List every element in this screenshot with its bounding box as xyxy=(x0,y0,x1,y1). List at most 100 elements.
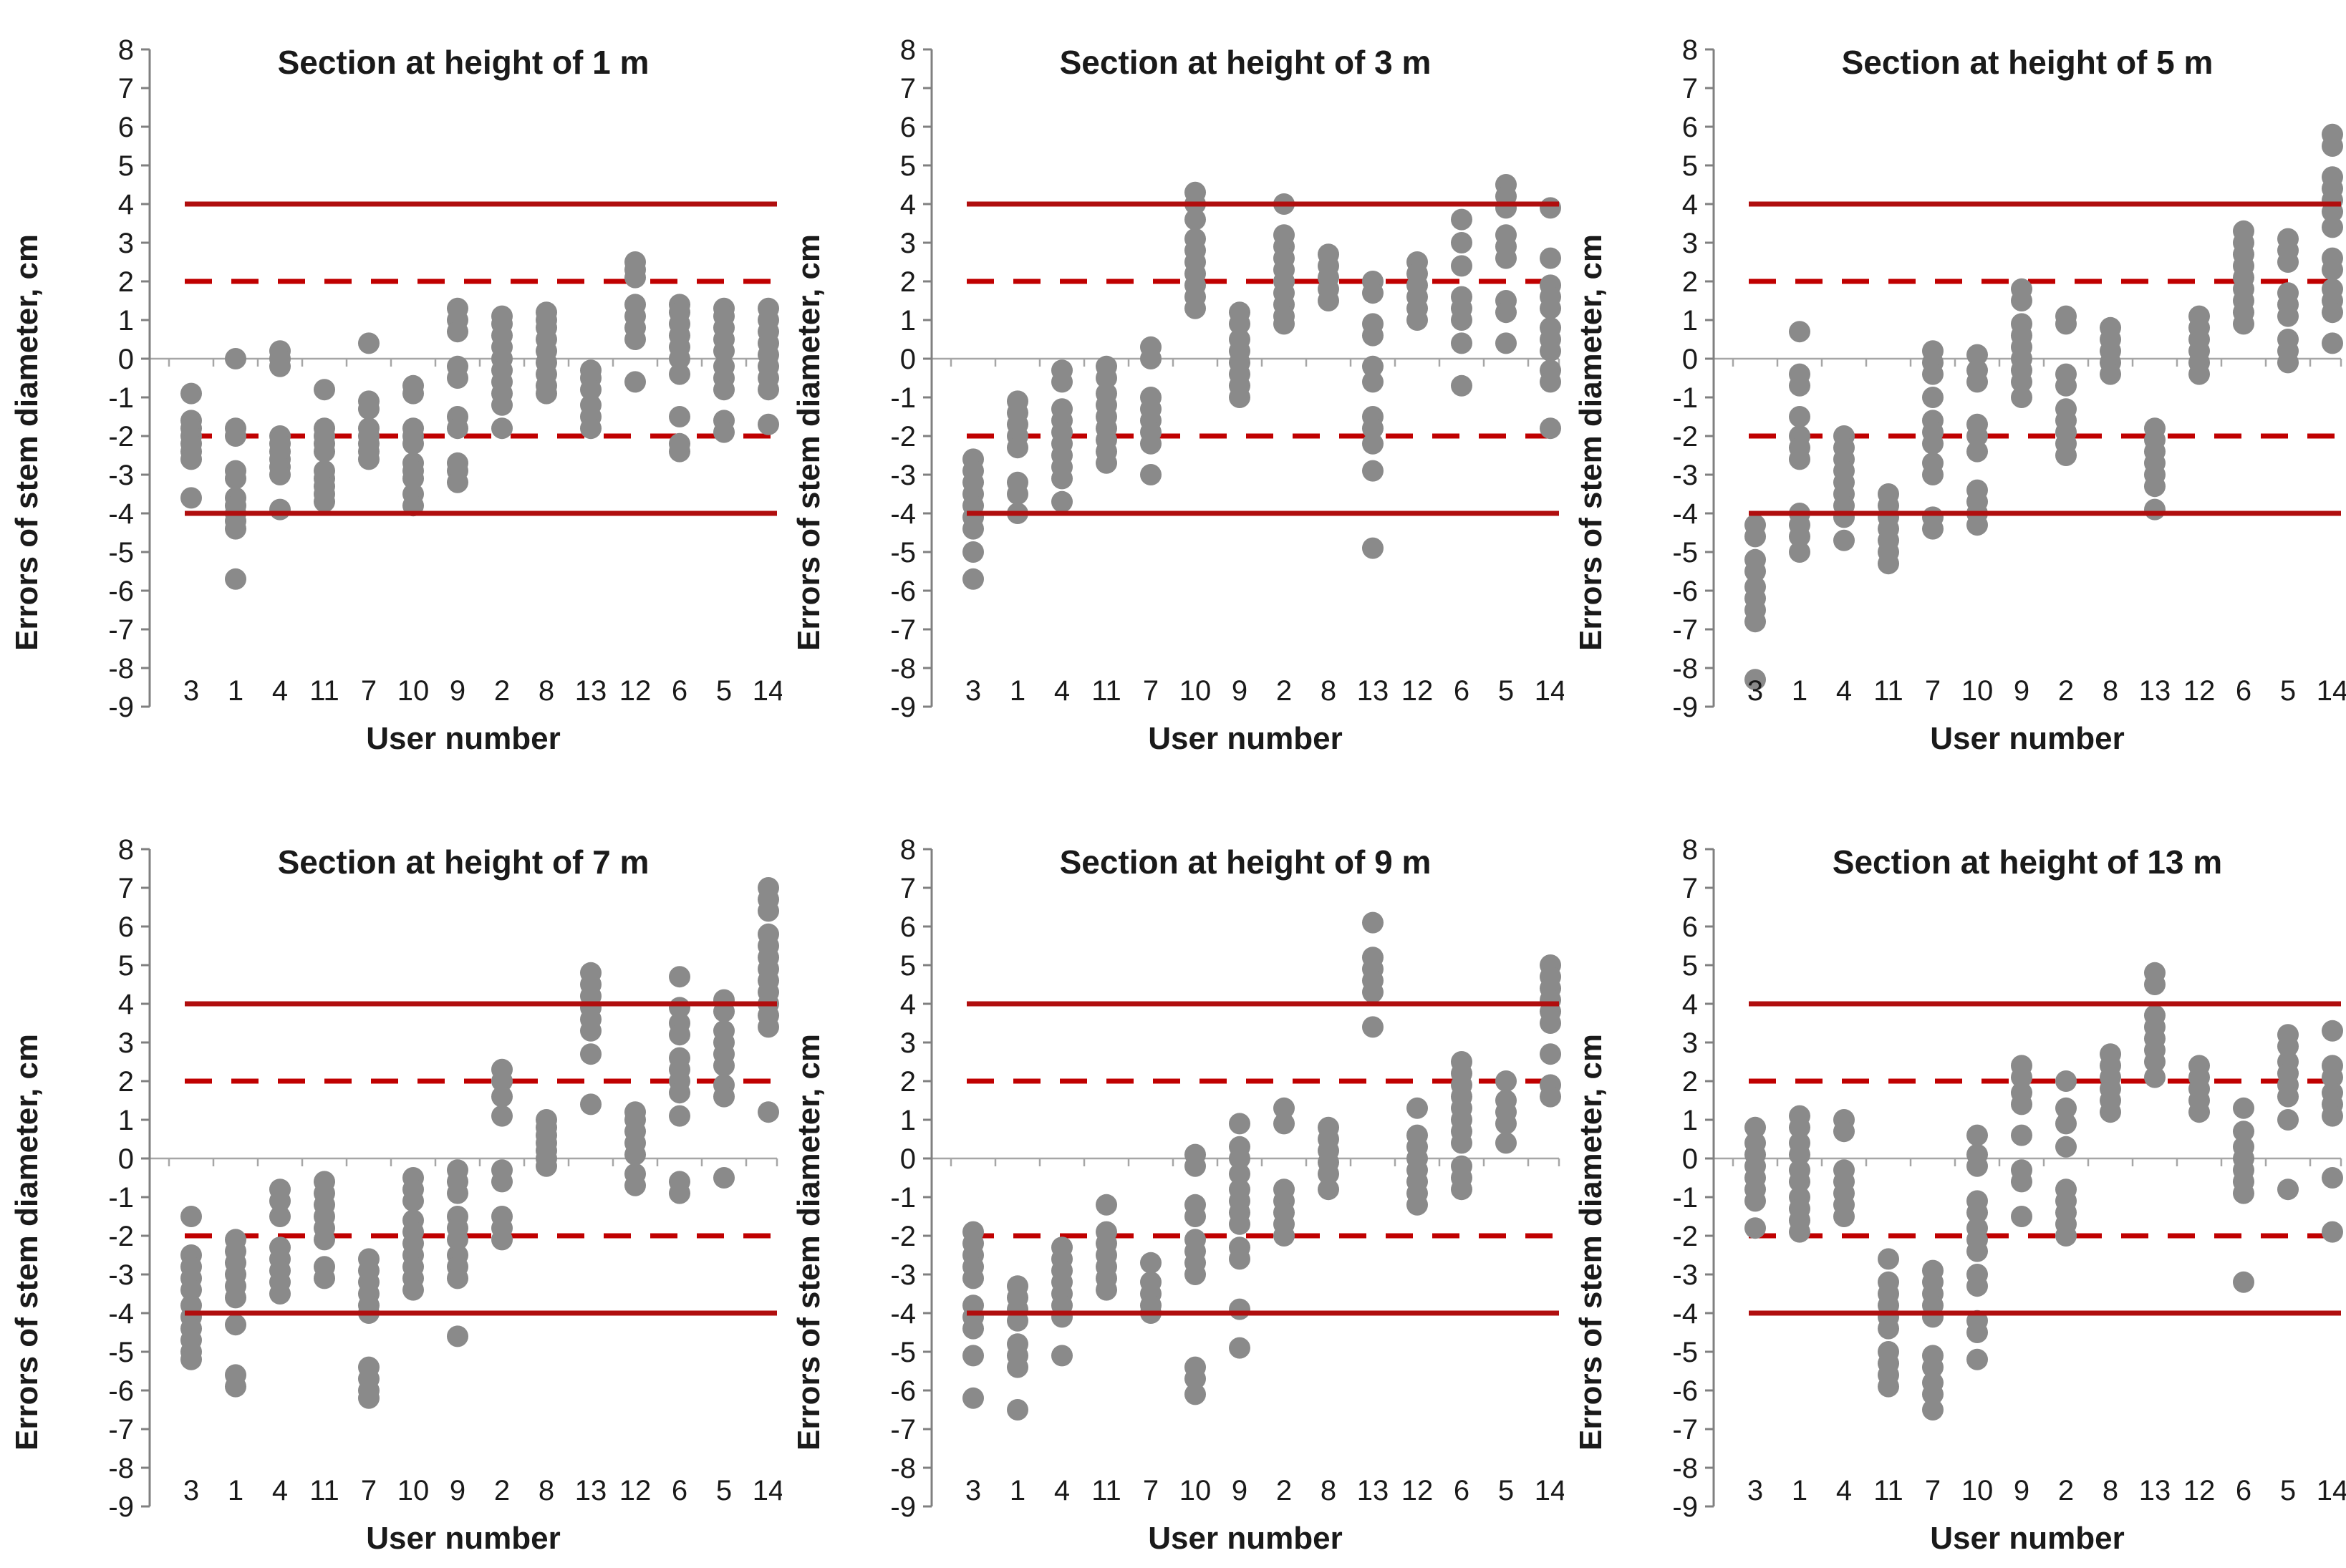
x-category-label: 12 xyxy=(2183,1475,2216,1506)
data-point xyxy=(2100,363,2121,385)
data-point xyxy=(2144,1051,2166,1073)
chart-section-9m: 8 7 6 5 4 3 2 1 0 -1 -2 -3 -4 -5 -6 -7 -8 -9 3 1 4 11 7 10 9 2 8 13… xyxy=(782,784,1566,1568)
data-point xyxy=(2233,1097,2254,1119)
y-tick-label: -9 xyxy=(108,1491,134,1523)
y-tick-label: -8 xyxy=(890,1453,916,1484)
y-tick-label: 1 xyxy=(900,1105,916,1136)
chart-title: Section at height of 3 m xyxy=(1060,44,1432,81)
data-point xyxy=(1007,1356,1028,1378)
data-point xyxy=(713,1085,735,1108)
data-point xyxy=(1229,1148,1250,1169)
x-category-label: 10 xyxy=(1179,675,1212,707)
data-point xyxy=(1318,290,1339,311)
x-category-label: 7 xyxy=(1925,1475,1941,1506)
data-point xyxy=(962,1317,984,1340)
x-category-label: 4 xyxy=(1054,1475,1070,1506)
x-category-label: 13 xyxy=(575,675,607,707)
x-category-label: 2 xyxy=(494,675,510,707)
data-point xyxy=(269,1283,291,1305)
data-point xyxy=(1140,432,1162,455)
y-tick-label: -6 xyxy=(1672,576,1698,607)
x-category-label: 12 xyxy=(619,675,652,707)
data-point xyxy=(1184,1368,1206,1390)
data-point xyxy=(2322,135,2343,157)
data-point xyxy=(2055,1225,2077,1247)
x-axis-title: User number xyxy=(366,1521,560,1556)
data-point xyxy=(447,1267,468,1289)
y-tick-label: 7 xyxy=(1682,873,1698,904)
data-point xyxy=(1922,1383,1944,1405)
y-tick-label: -3 xyxy=(108,460,134,491)
data-point xyxy=(1966,514,1988,536)
data-point xyxy=(1540,340,1561,362)
data-point xyxy=(2277,1109,2299,1131)
y-tick-label: 8 xyxy=(118,34,134,66)
x-category-label: 14 xyxy=(1535,1475,1564,1506)
y-tick-label: 5 xyxy=(1682,950,1698,982)
data-point xyxy=(758,379,779,401)
data-point xyxy=(2055,1113,2077,1135)
y-tick-label: -4 xyxy=(108,1298,134,1330)
y-tick-label: 3 xyxy=(118,228,134,259)
y-tick-label: 3 xyxy=(1682,1027,1698,1059)
data-point xyxy=(1789,1221,1810,1243)
x-category-label: 12 xyxy=(1401,675,1434,707)
data-point xyxy=(1878,1375,1899,1398)
data-point xyxy=(669,1082,690,1104)
data-point xyxy=(491,1171,513,1193)
x-category-label: 10 xyxy=(397,675,430,707)
y-tick-label: -9 xyxy=(1672,692,1698,723)
data-point xyxy=(624,1143,646,1166)
x-category-label: 1 xyxy=(1010,675,1025,707)
data-point xyxy=(2322,1020,2343,1042)
data-point xyxy=(314,1267,335,1289)
y-axis-title: Errors of stem diameter, cm xyxy=(791,1034,826,1451)
data-point xyxy=(1096,367,1117,389)
data-point xyxy=(536,1155,557,1177)
data-point xyxy=(1789,1116,1810,1138)
data-point xyxy=(1966,1201,1988,1224)
data-point xyxy=(1789,526,1810,548)
data-point xyxy=(1362,282,1384,304)
data-point xyxy=(1922,432,1944,455)
y-tick-label: 1 xyxy=(118,305,134,337)
x-category-label: 9 xyxy=(2014,675,2029,707)
y-tick-label: -9 xyxy=(890,692,916,723)
data-point xyxy=(447,1182,468,1204)
y-tick-label: 5 xyxy=(900,950,916,982)
data-point xyxy=(2011,1171,2032,1193)
x-category-label: 12 xyxy=(1401,1475,1434,1506)
data-point xyxy=(2055,445,2077,466)
data-point xyxy=(1744,526,1766,548)
data-point xyxy=(1540,297,1561,319)
y-tick-label: -7 xyxy=(1672,1414,1698,1446)
data-point xyxy=(2277,305,2299,327)
y-tick-label: -2 xyxy=(1672,1221,1698,1252)
x-category-label: 3 xyxy=(1747,1475,1763,1506)
y-tick-label: -3 xyxy=(1672,460,1698,491)
data-point xyxy=(314,440,335,463)
x-category-label: 4 xyxy=(272,675,288,707)
data-point xyxy=(1229,313,1250,335)
y-tick-label: 2 xyxy=(1682,1066,1698,1098)
data-point xyxy=(1744,561,1766,582)
chart-title: Section at height of 9 m xyxy=(1060,843,1432,881)
x-category-label: 12 xyxy=(2183,675,2216,707)
y-tick-label: -9 xyxy=(1672,1491,1698,1523)
x-category-label: 5 xyxy=(2280,675,2296,707)
data-point xyxy=(225,468,246,490)
data-point xyxy=(1096,452,1117,474)
data-point xyxy=(1878,1248,1899,1270)
y-tick-label: 5 xyxy=(118,150,134,182)
y-tick-label: -1 xyxy=(1672,1182,1698,1214)
data-point xyxy=(1229,1248,1250,1270)
data-point xyxy=(2144,498,2166,521)
data-point xyxy=(358,398,380,420)
x-category-label: 8 xyxy=(1321,1475,1336,1506)
data-point xyxy=(1833,506,1855,528)
y-tick-label: -5 xyxy=(890,1337,916,1368)
data-point xyxy=(402,1190,424,1212)
